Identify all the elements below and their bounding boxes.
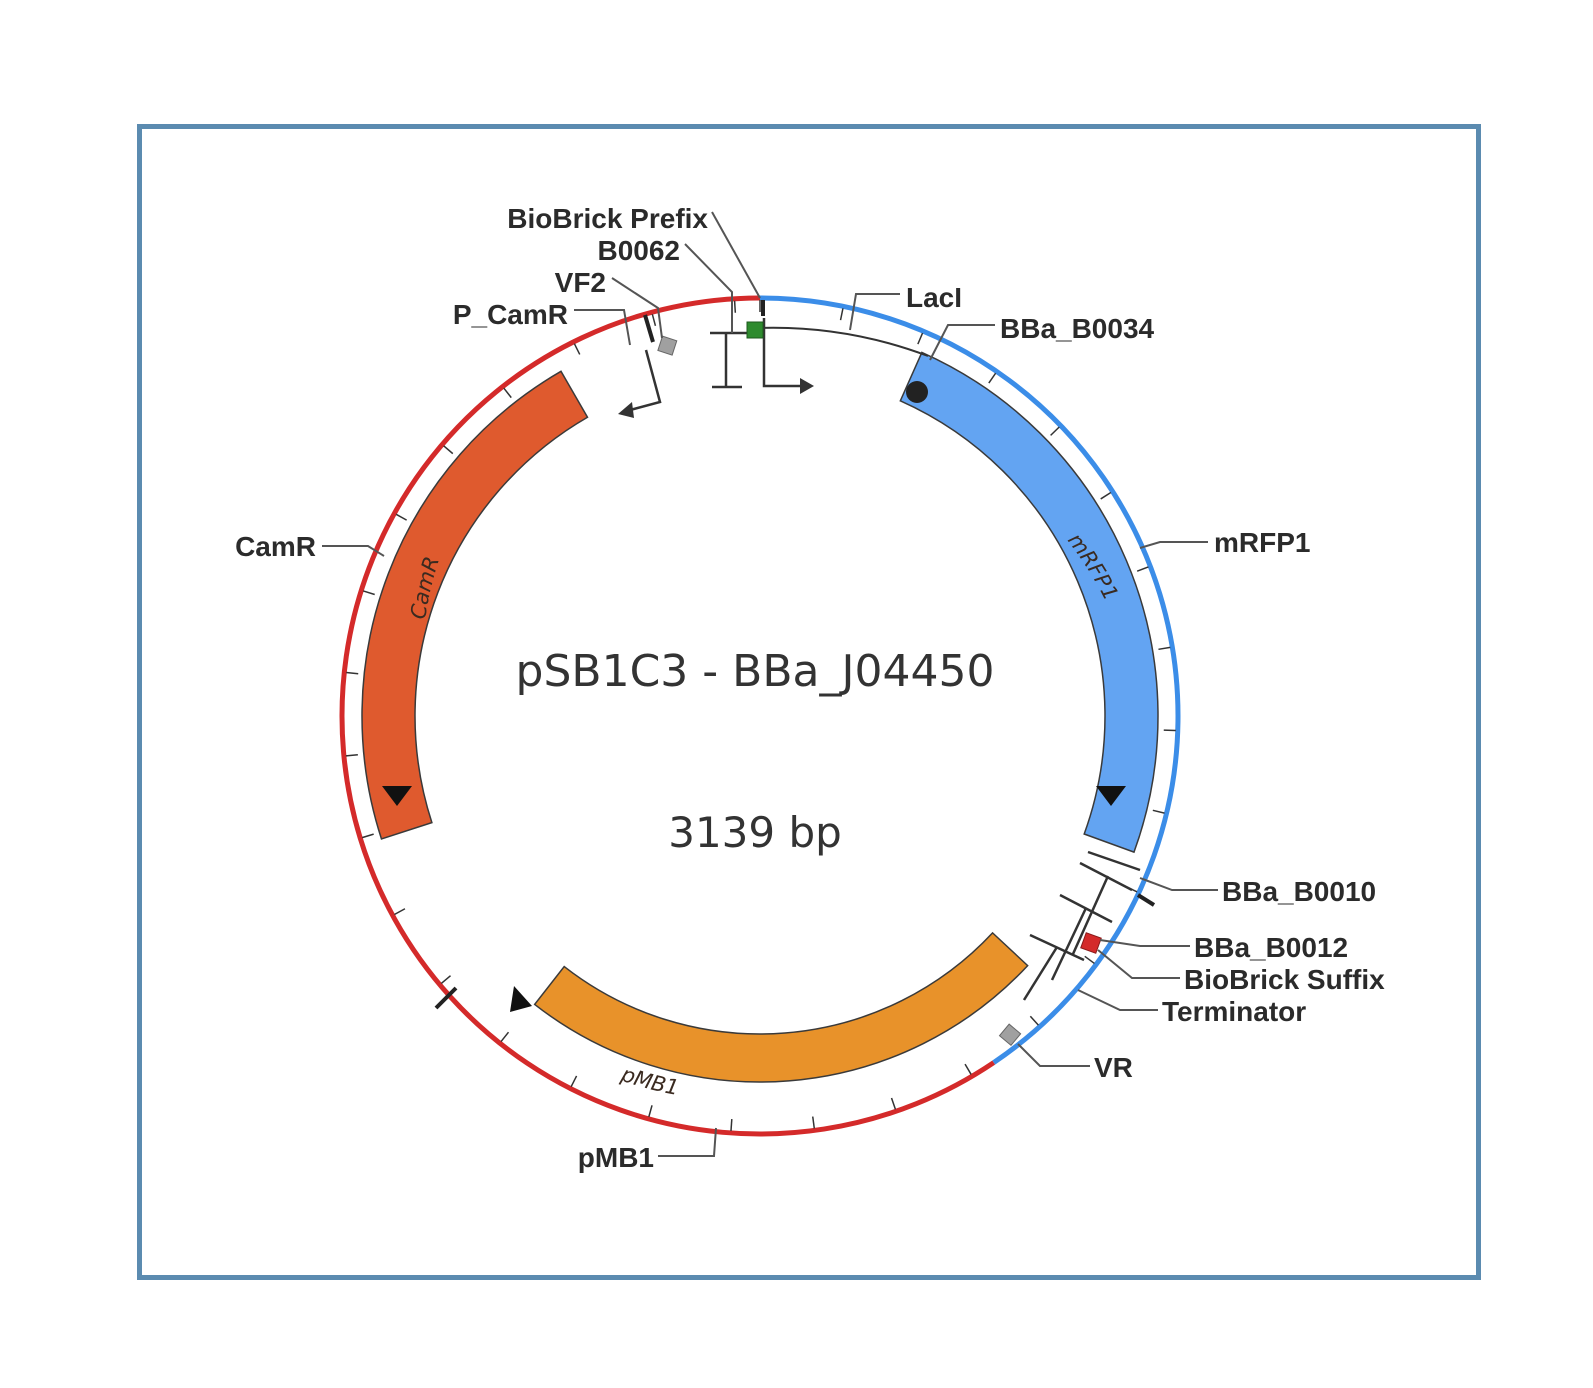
vr-primer-diamond-icon bbox=[998, 1023, 1022, 1046]
pmb1-feature-arrow[interactable] bbox=[533, 931, 1029, 1083]
scale-tick bbox=[1136, 566, 1149, 572]
scale-tick bbox=[839, 308, 844, 321]
scale-tick bbox=[964, 1063, 972, 1075]
label-p-camr: P_CamR bbox=[453, 299, 568, 330]
biobrick-prefix-site-icon bbox=[746, 321, 764, 339]
suffix-boundary-mark bbox=[1136, 893, 1156, 907]
scale-tick bbox=[730, 1118, 733, 1132]
label-leaders bbox=[322, 211, 1218, 1157]
label-terminator: Terminator bbox=[1162, 996, 1306, 1027]
scale-tick bbox=[917, 332, 924, 345]
scale-tick bbox=[346, 671, 359, 675]
scale-tick bbox=[733, 300, 737, 313]
scale-tick bbox=[1084, 955, 1095, 965]
scale-tick bbox=[1158, 646, 1171, 651]
scale-tick bbox=[361, 833, 374, 839]
terminator-icons bbox=[1022, 850, 1141, 1001]
label-bba-b0034: BBa_B0034 bbox=[1000, 313, 1155, 344]
laci-promoter-arrow-icon bbox=[762, 318, 814, 394]
vf2-primer-diamond-icon bbox=[657, 335, 678, 356]
label-vr: VR bbox=[1094, 1052, 1133, 1083]
scale-tick bbox=[811, 1116, 816, 1129]
diagram-frame bbox=[137, 124, 1481, 1280]
plasmid-name: pSB1C3 - BBa_J04450 bbox=[516, 646, 995, 697]
rbs-dot-icon bbox=[906, 381, 928, 403]
plasmid-size: 3139 bp bbox=[668, 808, 842, 857]
camr-feature-arrow[interactable] bbox=[361, 370, 589, 840]
mrfp1-direction-arrowhead bbox=[1096, 786, 1126, 806]
scale-tick bbox=[890, 1097, 897, 1110]
camr-direction-arrowhead bbox=[382, 786, 412, 806]
pmb1-direction-arrowhead bbox=[510, 986, 532, 1012]
label-laci: LacI bbox=[906, 282, 962, 313]
label-biobrick-suffix: BioBrick Suffix bbox=[1184, 964, 1385, 995]
backbone-ring bbox=[339, 295, 1181, 1137]
scale-tick bbox=[503, 387, 512, 399]
scale-tick bbox=[648, 1105, 653, 1118]
scale-tick bbox=[651, 313, 657, 326]
scale-tick bbox=[443, 445, 454, 455]
scale-tick bbox=[363, 590, 375, 596]
label-bba-b0010: BBa_B0010 bbox=[1222, 876, 1376, 907]
scale-tick bbox=[1152, 809, 1165, 814]
label-camr: CamR bbox=[235, 531, 316, 562]
vf2-boundary-mark bbox=[643, 314, 655, 343]
scale-tick bbox=[573, 343, 581, 355]
label-bba-b0012: BBa_B0012 bbox=[1194, 932, 1348, 963]
scale-tick bbox=[394, 908, 406, 916]
b0062-terminator-icon bbox=[710, 331, 758, 389]
mrfp1-feature-arrow[interactable] bbox=[899, 351, 1159, 854]
laci-region-arc bbox=[757, 326, 929, 357]
label-mrfp1: mRFP1 bbox=[1214, 527, 1310, 558]
scale-tick bbox=[1050, 426, 1060, 436]
scale-tick bbox=[988, 372, 997, 384]
insert-arc bbox=[759, 295, 1181, 1065]
scale-tick bbox=[440, 975, 452, 984]
scale-tick bbox=[500, 1031, 510, 1043]
scale-tick bbox=[1029, 1015, 1039, 1026]
label-b0062: B0062 bbox=[597, 235, 680, 266]
scale-tick bbox=[1100, 491, 1112, 500]
label-pmb1: pMB1 bbox=[578, 1142, 654, 1173]
scale-ticks bbox=[345, 300, 1176, 1132]
scale-tick bbox=[570, 1075, 578, 1087]
label-biobrick-prefix: BioBrick Prefix bbox=[507, 203, 708, 234]
label-vf2: VF2 bbox=[555, 267, 606, 298]
p-camr-promoter-arrow-icon bbox=[618, 349, 662, 418]
origin-boundary-mark bbox=[434, 986, 458, 1010]
scale-tick bbox=[345, 753, 358, 757]
backbone-arc bbox=[339, 295, 996, 1137]
biobrick-suffix-site-icon bbox=[1080, 932, 1102, 954]
scale-tick bbox=[395, 513, 408, 521]
